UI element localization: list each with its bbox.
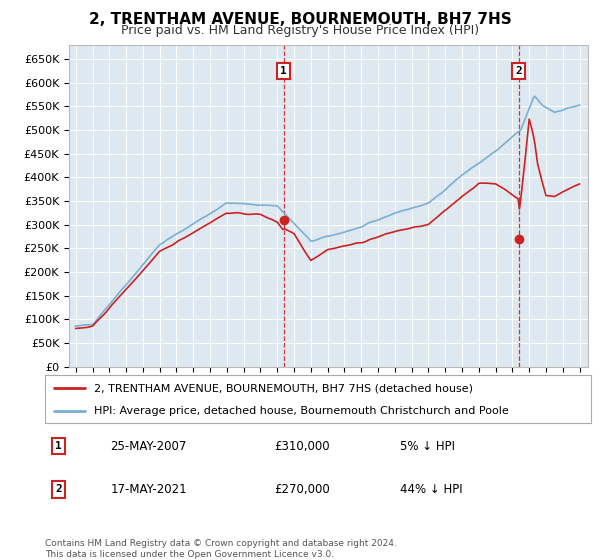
Text: 5% ↓ HPI: 5% ↓ HPI bbox=[400, 440, 455, 452]
Text: £310,000: £310,000 bbox=[274, 440, 330, 452]
Text: 2: 2 bbox=[55, 484, 62, 494]
Text: 25-MAY-2007: 25-MAY-2007 bbox=[110, 440, 187, 452]
Text: 1: 1 bbox=[55, 441, 62, 451]
Text: 2, TRENTHAM AVENUE, BOURNEMOUTH, BH7 7HS (detached house): 2, TRENTHAM AVENUE, BOURNEMOUTH, BH7 7HS… bbox=[94, 383, 473, 393]
Text: 2: 2 bbox=[515, 66, 522, 76]
Text: Contains HM Land Registry data © Crown copyright and database right 2024.
This d: Contains HM Land Registry data © Crown c… bbox=[45, 539, 397, 559]
Text: HPI: Average price, detached house, Bournemouth Christchurch and Poole: HPI: Average price, detached house, Bour… bbox=[94, 406, 509, 416]
Text: £270,000: £270,000 bbox=[274, 483, 330, 496]
Text: 44% ↓ HPI: 44% ↓ HPI bbox=[400, 483, 463, 496]
Text: 2, TRENTHAM AVENUE, BOURNEMOUTH, BH7 7HS: 2, TRENTHAM AVENUE, BOURNEMOUTH, BH7 7HS bbox=[89, 12, 511, 27]
Text: 1: 1 bbox=[280, 66, 287, 76]
Text: Price paid vs. HM Land Registry's House Price Index (HPI): Price paid vs. HM Land Registry's House … bbox=[121, 24, 479, 37]
Text: 17-MAY-2021: 17-MAY-2021 bbox=[110, 483, 187, 496]
